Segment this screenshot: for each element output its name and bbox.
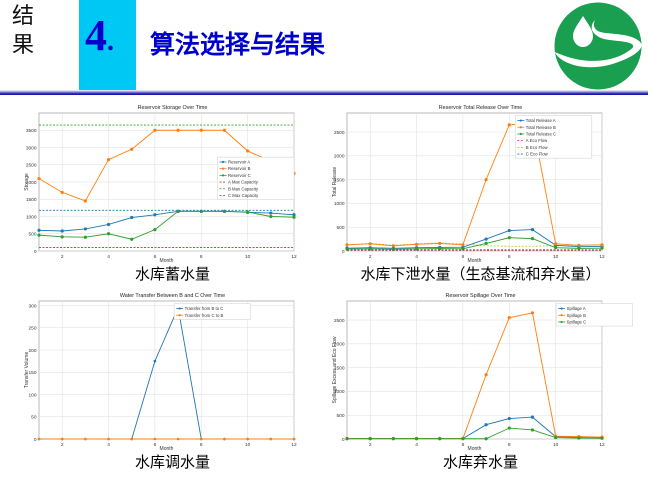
- svg-text:6: 6: [462, 442, 465, 448]
- svg-text:Reservoir Total Release Over T: Reservoir Total Release Over Time: [439, 105, 523, 111]
- svg-text:Total Release: Total Release: [332, 167, 338, 198]
- svg-text:0: 0: [342, 249, 345, 255]
- svg-text:Total Release A: Total Release A: [526, 118, 556, 123]
- svg-text:B Eco Flow: B Eco Flow: [526, 145, 549, 150]
- svg-text:2500: 2500: [334, 130, 345, 136]
- svg-text:Total Release C: Total Release C: [526, 131, 556, 136]
- svg-text:12: 12: [599, 254, 605, 260]
- svg-text:0: 0: [34, 249, 37, 255]
- svg-text:500: 500: [336, 225, 344, 231]
- svg-text:2500: 2500: [26, 163, 37, 169]
- svg-text:500: 500: [336, 413, 344, 419]
- svg-text:A Max Capacity: A Max Capacity: [228, 180, 259, 185]
- svg-text:12: 12: [291, 442, 297, 448]
- svg-text:A Eco Flow: A Eco Flow: [526, 138, 548, 143]
- svg-text:50: 50: [31, 415, 37, 421]
- svg-text:12: 12: [599, 442, 605, 448]
- svg-text:4: 4: [415, 442, 418, 448]
- svg-text:0: 0: [34, 437, 37, 443]
- svg-text:Water Transfer Between B and C: Water Transfer Between B and C Over Time: [120, 293, 225, 299]
- svg-text:4: 4: [107, 254, 110, 260]
- svg-text:Transfer from C to B: Transfer from C to B: [185, 313, 224, 318]
- svg-text:3500: 3500: [26, 128, 37, 134]
- svg-text:Reservoir B: Reservoir B: [228, 166, 251, 171]
- svg-text:250: 250: [28, 326, 36, 332]
- svg-text:Total Release B: Total Release B: [526, 125, 556, 130]
- svg-text:2500: 2500: [334, 318, 345, 324]
- svg-text:1000: 1000: [26, 214, 37, 220]
- svg-text:4: 4: [107, 442, 110, 448]
- svg-text:Spillage C: Spillage C: [567, 319, 587, 324]
- svg-text:300: 300: [28, 303, 36, 309]
- svg-text:2: 2: [369, 442, 372, 448]
- svg-text:500: 500: [28, 232, 36, 238]
- svg-text:8: 8: [200, 254, 203, 260]
- svg-text:Reservoir A: Reservoir A: [228, 159, 250, 164]
- svg-text:1000: 1000: [334, 201, 345, 207]
- svg-text:Spillage B: Spillage B: [567, 313, 586, 318]
- svg-text:C Max Capacity: C Max Capacity: [228, 193, 259, 198]
- svg-text:8: 8: [508, 442, 511, 448]
- svg-text:100: 100: [28, 392, 36, 398]
- svg-text:C Eco Flow: C Eco Flow: [526, 152, 549, 157]
- svg-text:8: 8: [508, 254, 511, 260]
- svg-text:6: 6: [154, 254, 157, 260]
- svg-text:2: 2: [61, 254, 64, 260]
- svg-text:Reservoir Storage Over Time: Reservoir Storage Over Time: [138, 105, 208, 111]
- svg-text:Spillage A: Spillage A: [567, 306, 586, 311]
- svg-text:10: 10: [553, 442, 559, 448]
- svg-text:Spillage Excess and Eco Flow: Spillage Excess and Eco Flow: [332, 336, 338, 403]
- svg-text:Transfer from B to C: Transfer from B to C: [185, 306, 224, 311]
- svg-text:3000: 3000: [26, 145, 37, 151]
- svg-text:6: 6: [462, 254, 465, 260]
- svg-text:Transfer Volume: Transfer Volume: [24, 352, 30, 389]
- svg-text:2: 2: [369, 254, 372, 260]
- svg-text:0: 0: [342, 437, 345, 443]
- svg-text:12: 12: [291, 254, 297, 260]
- svg-text:10: 10: [553, 254, 559, 260]
- svg-text:4: 4: [415, 254, 418, 260]
- svg-text:2000: 2000: [334, 154, 345, 160]
- svg-text:Storage: Storage: [24, 173, 30, 191]
- svg-text:1500: 1500: [26, 197, 37, 203]
- svg-text:Reservoir Spillage Over Time: Reservoir Spillage Over Time: [445, 293, 515, 299]
- svg-text:B Max Capacity: B Max Capacity: [228, 186, 259, 191]
- svg-text:Reservoir C: Reservoir C: [228, 173, 251, 178]
- svg-text:8: 8: [200, 442, 203, 448]
- svg-text:10: 10: [245, 254, 251, 260]
- svg-text:6: 6: [154, 442, 157, 448]
- svg-text:10: 10: [245, 442, 251, 448]
- svg-text:2: 2: [61, 442, 64, 448]
